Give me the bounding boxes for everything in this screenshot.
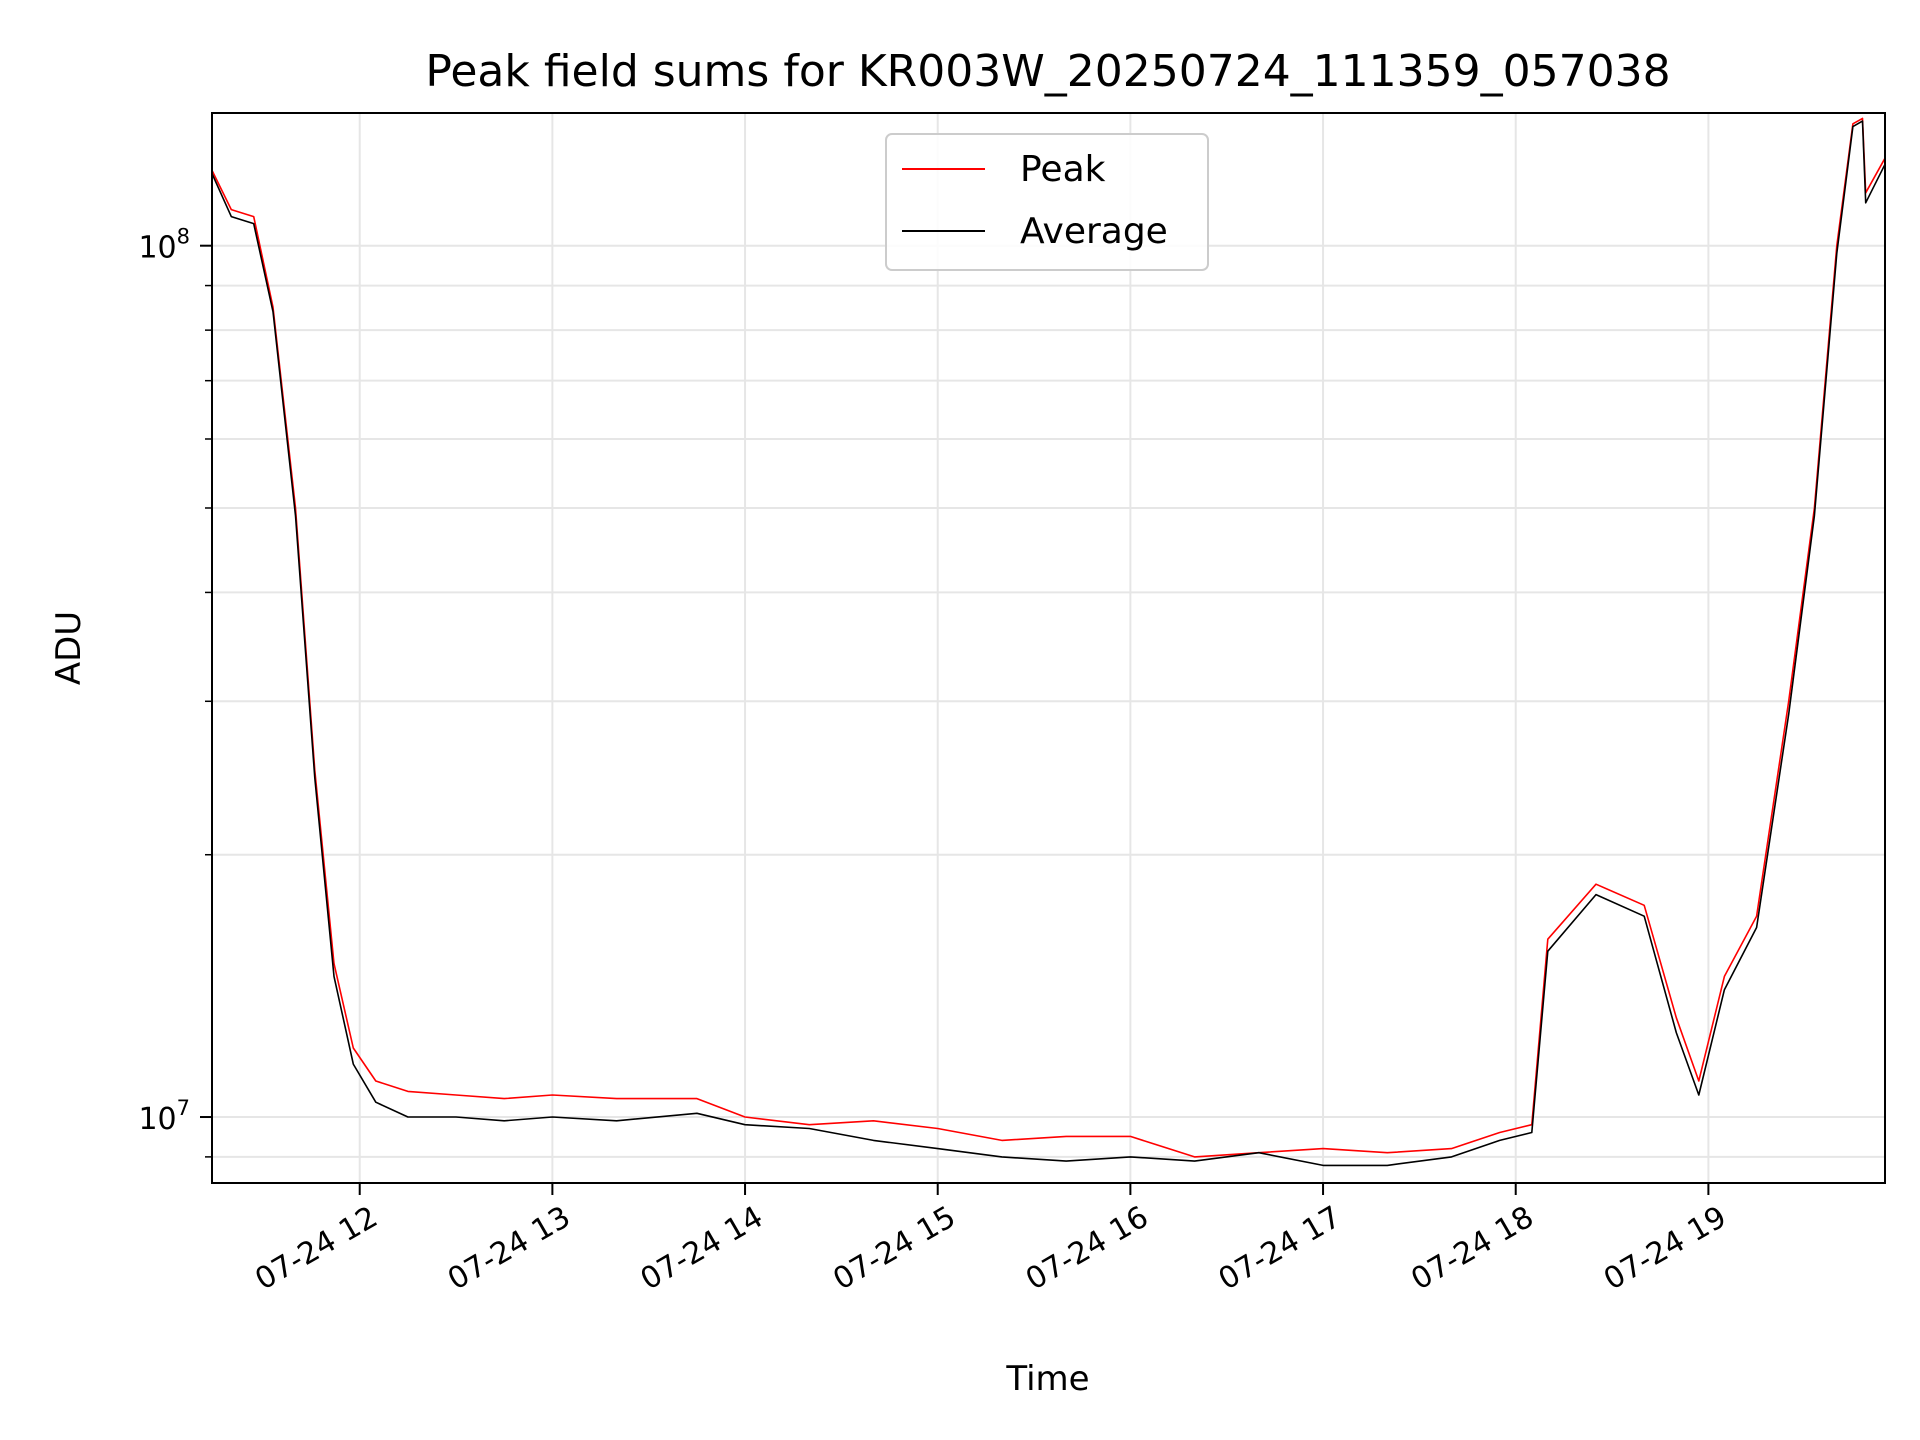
ticks: [200, 244, 1710, 1195]
legend: Peak Average: [885, 133, 1209, 271]
legend-label-peak: Peak: [1020, 149, 1106, 190]
grid: [212, 113, 1885, 1183]
series-layer: [211, 117, 1886, 1167]
series-line-peak: [211, 117, 1886, 1158]
chart-title: Peak field sums for KR003W_20250724_1113…: [425, 46, 1670, 97]
plot-frame: [211, 112, 1886, 1184]
y-axis-label: ADU: [49, 611, 89, 685]
y-tick-label: 108: [138, 225, 190, 266]
legend-label-average: Average: [1020, 211, 1168, 252]
y-tick-label: 107: [138, 1096, 190, 1137]
series-line-average: [211, 120, 1886, 1167]
x-axis-label: Time: [1005, 1359, 1089, 1399]
